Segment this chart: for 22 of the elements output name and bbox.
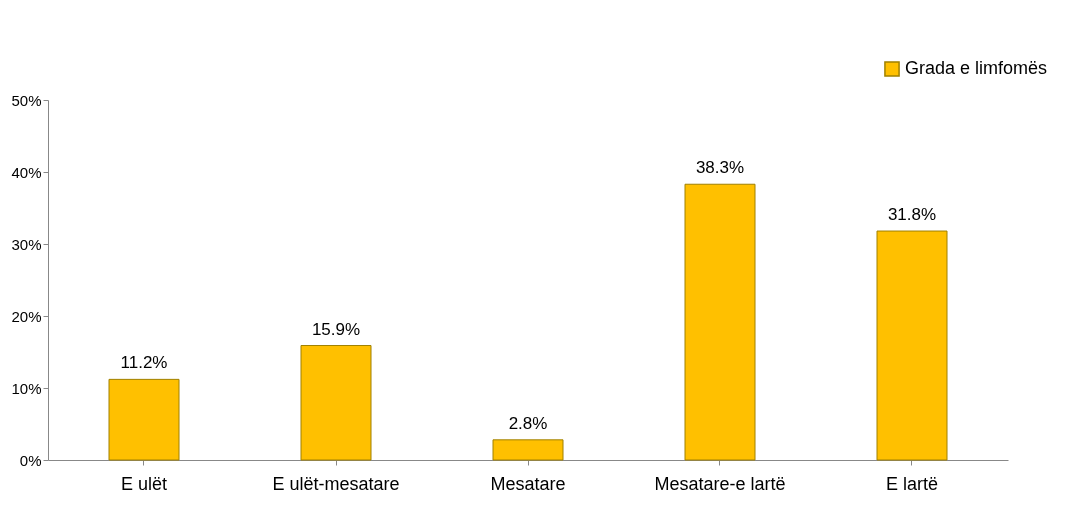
y-tick-label: 20%: [11, 307, 42, 325]
bar: [492, 439, 564, 461]
bar: [108, 378, 180, 461]
legend-label: Grada e limfomës: [905, 58, 1048, 78]
x-tick-label: Mesatare-e lartë: [654, 473, 786, 494]
x-tick-label: E ulët: [120, 473, 168, 494]
x-tick-label: E lartë: [885, 473, 939, 494]
y-tick-label: 0%: [19, 451, 42, 469]
x-tick-label: Mesatare: [490, 473, 566, 494]
bar: [300, 345, 372, 461]
data-label: 2.8%: [508, 413, 548, 433]
y-tick-label: 40%: [11, 163, 42, 181]
data-label: 15.9%: [311, 319, 361, 339]
y-tick-label: 30%: [11, 235, 42, 253]
y-tick-label: 50%: [11, 91, 42, 109]
bar: [684, 183, 756, 461]
bar: [876, 230, 948, 461]
data-label: 31.8%: [887, 205, 937, 225]
x-tick-label: E ulët-mesatare: [272, 473, 400, 494]
data-label: 11.2%: [120, 353, 168, 373]
data-label: 38.3%: [695, 158, 745, 178]
y-tick-label: 10%: [11, 379, 42, 397]
